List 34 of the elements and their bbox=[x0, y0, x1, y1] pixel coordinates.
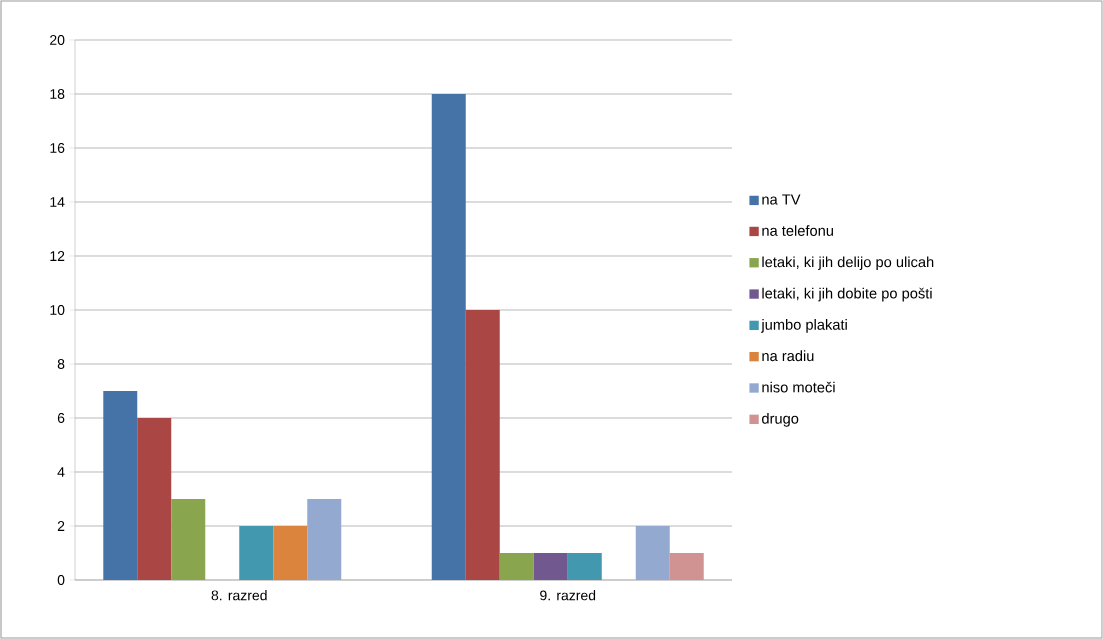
y-tick-label: 12 bbox=[50, 251, 65, 261]
legend-label: niso moteči bbox=[762, 381, 835, 393]
bar bbox=[239, 526, 274, 580]
x-tick-label: 9. razred bbox=[540, 590, 596, 601]
bar bbox=[533, 553, 568, 580]
y-tick-label: 8 bbox=[57, 359, 65, 369]
legend-label: na telefonu bbox=[762, 225, 833, 236]
y-tick-label: 6 bbox=[57, 413, 65, 423]
bar bbox=[137, 418, 172, 580]
bar bbox=[499, 553, 534, 580]
y-tick-label: 14 bbox=[50, 197, 65, 207]
legend-label: drugo bbox=[762, 413, 799, 427]
bar bbox=[171, 499, 206, 580]
x-tick-label: 8. razred bbox=[211, 590, 267, 601]
legend-label: jumbo plakati bbox=[761, 319, 847, 333]
bar bbox=[669, 553, 704, 580]
y-tick-label: 0 bbox=[57, 575, 65, 585]
y-tick-label: 16 bbox=[50, 143, 65, 153]
y-tick-label: 10 bbox=[50, 305, 65, 315]
bar bbox=[307, 499, 342, 580]
bar bbox=[567, 553, 602, 580]
legend-label: letaki, ki jih dobite po pošti bbox=[762, 287, 932, 302]
bar bbox=[635, 526, 670, 580]
legend-label: na TV bbox=[762, 194, 801, 205]
y-tick-label: 18 bbox=[50, 89, 65, 99]
y-tick-label: 20 bbox=[50, 35, 65, 45]
y-tick-label: 4 bbox=[57, 467, 65, 477]
legend-label: na radiu bbox=[762, 350, 814, 362]
bar bbox=[431, 93, 466, 580]
bar bbox=[103, 391, 138, 580]
y-tick-label: 2 bbox=[57, 521, 65, 531]
bar bbox=[465, 310, 500, 580]
bar bbox=[273, 526, 308, 580]
legend-label: letaki, ki jih delijo po ulicah bbox=[762, 256, 934, 271]
